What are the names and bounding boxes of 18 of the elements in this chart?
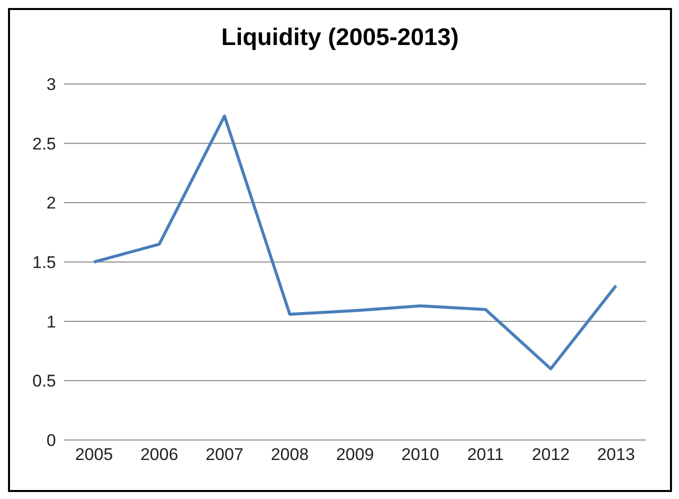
y-tick-label: 2 [46,194,56,213]
x-tick-label: 2007 [206,445,244,464]
y-tick-label: 3 [46,75,56,94]
x-tick-label: 2011 [467,445,504,464]
y-tick-label: 1.5 [32,253,56,272]
x-tick-label: 2010 [401,445,440,464]
x-tick-label: 2005 [75,445,113,464]
x-tick-label: 2013 [597,445,635,464]
x-tick-label: 2012 [532,445,570,464]
x-tick-label: 2009 [336,445,374,464]
chart-title: Liquidity (2005-2013) [220,23,460,53]
line-series [92,114,618,370]
y-tick-label: 0.5 [32,372,56,391]
y-tick-label: 1 [46,312,56,332]
y-tick-label: 2.5 [32,134,56,154]
x-tick-label: 2006 [140,445,178,464]
x-tick-label: 2008 [270,445,309,464]
y-tick-label: 0 [46,431,56,450]
